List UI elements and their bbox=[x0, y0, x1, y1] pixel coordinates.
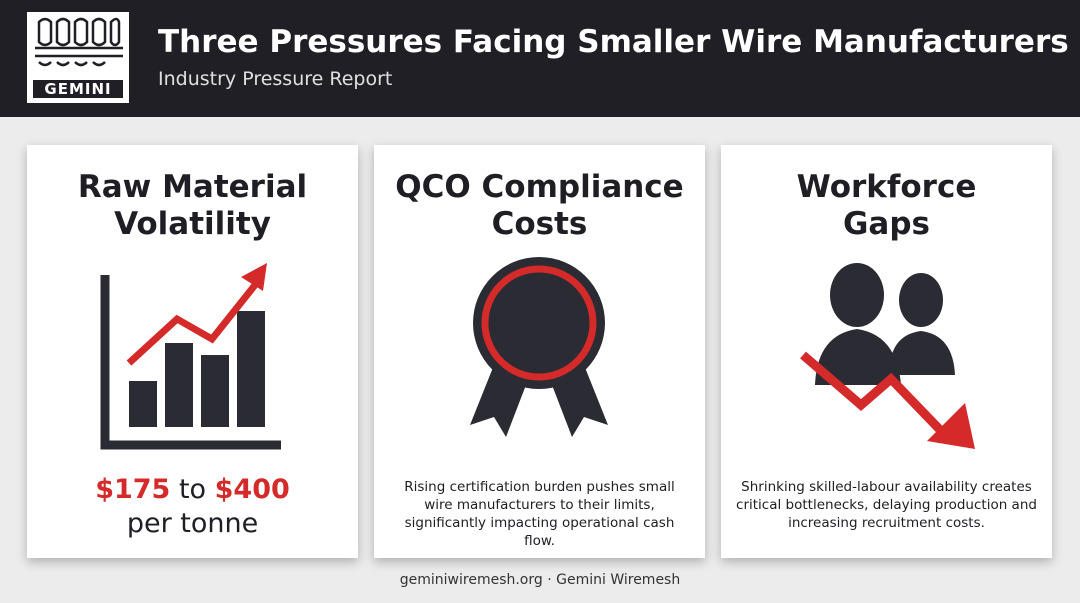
header: GEMINI Three Pressures Facing Smaller Wi… bbox=[0, 0, 1080, 117]
card: Raw Material Volatility $175 to $400 per… bbox=[27, 145, 358, 558]
card-title: Gaps bbox=[842, 206, 930, 242]
logo-text: GEMINI bbox=[33, 80, 123, 98]
card-title: Volatility bbox=[114, 206, 271, 242]
price-unit: per tonne bbox=[126, 508, 259, 539]
card-description: Shrinking skilled-labour availability cr… bbox=[736, 479, 1037, 531]
logo: GEMINI bbox=[27, 12, 129, 103]
card-title: Workforce bbox=[796, 169, 977, 205]
ribbon-icon bbox=[470, 257, 608, 437]
chart-icon bbox=[100, 263, 281, 450]
footer: geminiwiremesh.org · Gemini Wiremesh bbox=[399, 572, 681, 588]
card-title: Costs bbox=[491, 206, 588, 242]
price-high: $400 bbox=[214, 474, 290, 505]
people-icon bbox=[800, 263, 975, 449]
card-title: Raw Material bbox=[77, 169, 308, 205]
title: Three Pressures Facing Smaller Wire Manu… bbox=[158, 24, 1069, 60]
price-low: $175 bbox=[95, 474, 171, 505]
price-range: $175 to $400 per tonne bbox=[27, 473, 358, 541]
card: QCO Compliance Costs Rising certificatio… bbox=[374, 145, 705, 558]
logo-mark bbox=[35, 17, 123, 67]
price-joiner: to bbox=[178, 474, 207, 505]
subtitle: Industry Pressure Report bbox=[158, 68, 393, 90]
card-description: Rising certification burden pushes small… bbox=[404, 479, 675, 549]
card-title: QCO Compliance bbox=[395, 169, 684, 205]
card: Workforce Gaps Shrinking skilled-labour … bbox=[721, 145, 1052, 558]
